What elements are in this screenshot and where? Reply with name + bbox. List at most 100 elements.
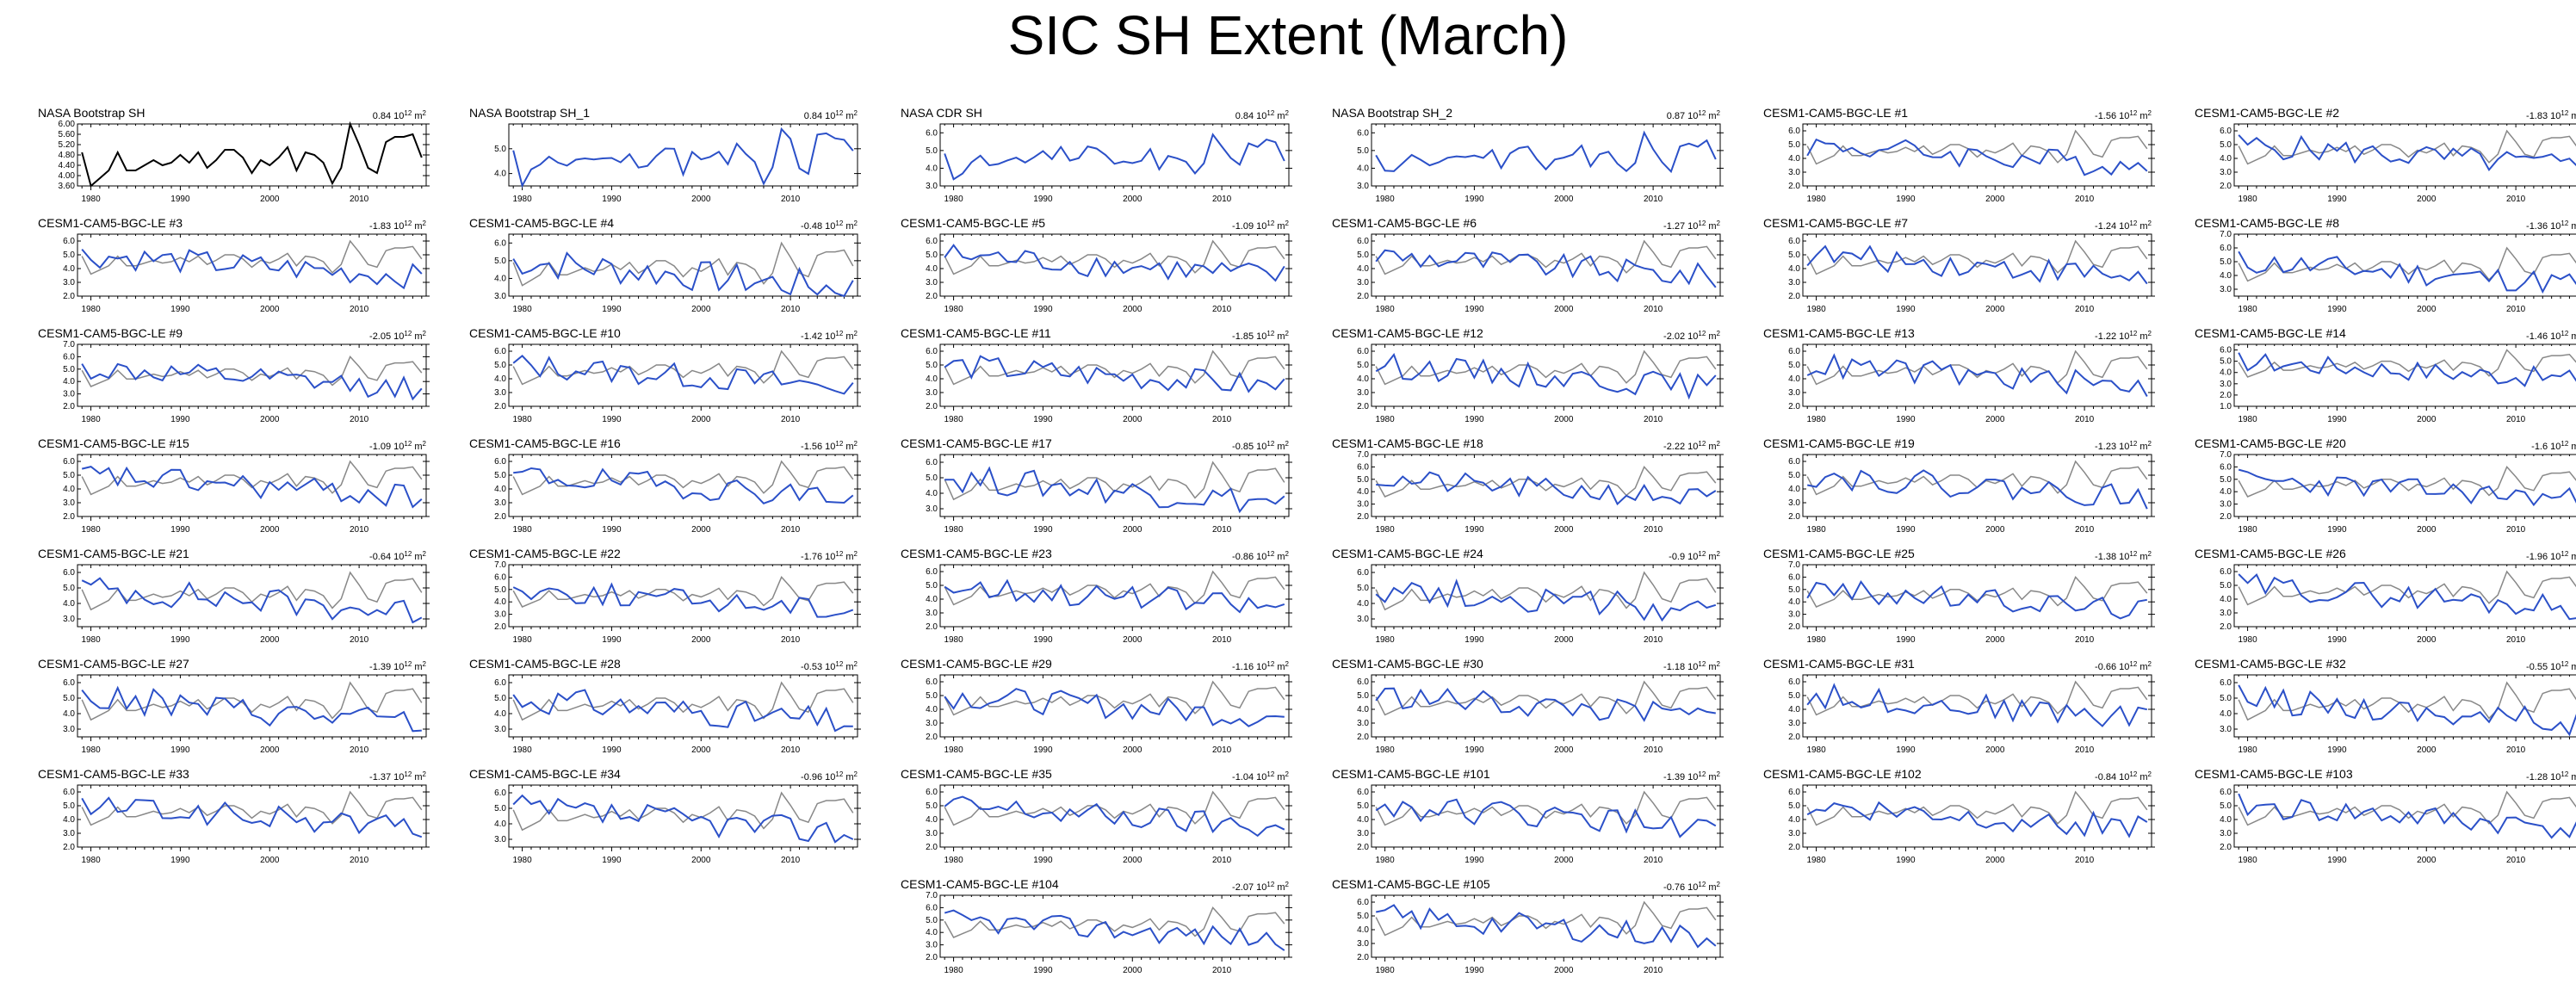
x-tick-label: 1980 bbox=[944, 525, 963, 535]
plot-frame bbox=[1371, 343, 1721, 407]
x-tick-label: 2010 bbox=[1212, 966, 1232, 975]
y-tick-label: 7.0 bbox=[2220, 450, 2232, 460]
y-tick-label: 4.0 bbox=[926, 815, 938, 825]
y-tick-label: 6.0 bbox=[63, 568, 75, 578]
plot-frame bbox=[939, 343, 1290, 407]
y-tick-label: 3.0 bbox=[926, 388, 938, 398]
panel-title: CESM1-CAM5-BGC-LE #23 bbox=[901, 547, 1052, 560]
y-tick-label: 4.0 bbox=[2220, 487, 2232, 497]
x-tick-label: 1980 bbox=[1375, 195, 1395, 204]
panel-title: CESM1-CAM5-BGC-LE #34 bbox=[469, 767, 621, 781]
panel-trend: -1.09 1012 m2 bbox=[1232, 220, 1290, 232]
series-model bbox=[1806, 683, 2148, 727]
panel-trend: -1.76 1012 m2 bbox=[801, 550, 858, 562]
chart-panel: CESM1-CAM5-BGC-LE #10 -1.42 1012 m2 6.0 5.0… bbox=[466, 322, 896, 432]
y-tick-label: 3.0 bbox=[63, 615, 75, 624]
x-tick-label: 2000 bbox=[2417, 415, 2437, 424]
panel-trend: -0.9 1012 m2 bbox=[1669, 550, 1720, 562]
x-tick-label: 1990 bbox=[2327, 635, 2347, 645]
panel-title: CESM1-CAM5-BGC-LE #19 bbox=[1763, 436, 1915, 450]
y-tick-label: 2.0 bbox=[1788, 622, 1800, 632]
chart-panel: CESM1-CAM5-BGC-LE #16 -1.56 1012 m2 6.0 5.0… bbox=[466, 432, 896, 542]
x-tick-label: 1980 bbox=[81, 525, 101, 535]
panel-svg: CESM1-CAM5-BGC-LE #23 -0.86 1012 m2 6.0 5.0… bbox=[901, 547, 1292, 645]
y-tick-label: 5.0 bbox=[1357, 146, 1369, 156]
plot-frame bbox=[77, 784, 427, 848]
x-tick-label: 1990 bbox=[1033, 745, 1053, 755]
series-reference bbox=[81, 460, 423, 496]
y-tick-label: 5.0 bbox=[63, 694, 75, 703]
y-tick-label: 4.0 bbox=[2220, 595, 2232, 604]
y-tick-label: 5.0 bbox=[926, 361, 938, 370]
chart-panel: CESM1-CAM5-BGC-LE #21 -0.64 1012 m2 6.0 5.0… bbox=[34, 542, 465, 653]
x-tick-label: 2000 bbox=[691, 635, 711, 645]
y-tick-label: 4.0 bbox=[926, 489, 938, 498]
x-tick-label: 2010 bbox=[350, 195, 369, 204]
series-reference bbox=[944, 349, 1285, 386]
y-tick-label: 5.0 bbox=[1357, 691, 1369, 701]
y-tick-label: 4.0 bbox=[1357, 705, 1369, 714]
panel-trend: 0.84 1012 m2 bbox=[804, 109, 858, 121]
plot-frame bbox=[77, 343, 427, 407]
y-tick-label: 1.0 bbox=[2220, 402, 2232, 411]
y-tick-label: 6.0 bbox=[494, 457, 506, 467]
panel-title: CESM1-CAM5-BGC-LE #28 bbox=[469, 657, 621, 671]
x-tick-label: 1980 bbox=[81, 415, 101, 424]
y-tick-label: 5.0 bbox=[1788, 251, 1800, 260]
x-tick-label: 2000 bbox=[2417, 525, 2437, 535]
series-reference bbox=[1806, 680, 2148, 716]
panel-title: CESM1-CAM5-BGC-LE #24 bbox=[1332, 547, 1483, 560]
y-tick-label: 5.0 bbox=[494, 361, 506, 370]
panel-title: CESM1-CAM5-BGC-LE #5 bbox=[901, 216, 1045, 230]
x-tick-label: 2000 bbox=[260, 635, 280, 645]
panel-title: CESM1-CAM5-BGC-LE #11 bbox=[901, 326, 1051, 340]
x-tick-label: 1990 bbox=[1896, 305, 1916, 314]
x-tick-label: 2000 bbox=[1985, 305, 2005, 314]
x-tick-label: 2010 bbox=[350, 525, 369, 535]
series-model bbox=[944, 355, 1285, 393]
x-tick-label: 1990 bbox=[1033, 856, 1053, 865]
y-tick-label: 4.0 bbox=[1357, 925, 1369, 935]
panel-svg: CESM1-CAM5-BGC-LE #27 -1.39 1012 m2 6.0 5.0… bbox=[38, 657, 430, 755]
x-tick-label: 2010 bbox=[781, 305, 801, 314]
panel-title: CESM1-CAM5-BGC-LE #9 bbox=[38, 326, 183, 340]
y-tick-label: 5.0 bbox=[1357, 912, 1369, 921]
y-tick-label: 4.0 bbox=[2220, 709, 2232, 719]
y-tick-label: 3.0 bbox=[926, 719, 938, 728]
panel-title: CESM1-CAM5-BGC-LE #2 bbox=[2195, 106, 2339, 120]
y-tick-label: 6.0 bbox=[494, 789, 506, 798]
y-tick-label: 3.0 bbox=[1788, 278, 1800, 288]
x-tick-label: 1990 bbox=[602, 525, 622, 535]
series-model bbox=[1375, 904, 1717, 949]
chart-panel: CESM1-CAM5-BGC-LE #7 -1.24 1012 m2 6.0 5.0 4… bbox=[1760, 212, 2190, 322]
y-tick-label: 5.0 bbox=[494, 585, 506, 595]
series-model bbox=[81, 685, 422, 733]
chart-panel: CESM1-CAM5-BGC-LE #101 -1.39 1012 m2 6.0 5.… bbox=[1328, 763, 1759, 873]
x-tick-label: 1990 bbox=[170, 305, 190, 314]
series-reference bbox=[1375, 680, 1717, 716]
y-tick-label: 4.0 bbox=[1788, 705, 1800, 714]
x-tick-label: 1990 bbox=[1464, 415, 1484, 424]
x-tick-label: 2000 bbox=[1123, 525, 1142, 535]
chart-panel: CESM1-CAM5-BGC-LE #8 -1.36 1012 m2 7.0 6.0 5… bbox=[2191, 212, 2576, 322]
panel-trend: 0.87 1012 m2 bbox=[1667, 109, 1721, 121]
y-tick-label: 5.60 bbox=[59, 130, 76, 139]
y-tick-label: 6.0 bbox=[63, 352, 75, 362]
y-tick-label: 3.0 bbox=[2220, 500, 2232, 510]
x-tick-label: 1990 bbox=[602, 856, 622, 865]
y-tick-label: 5.0 bbox=[926, 916, 938, 925]
chart-panel: CESM1-CAM5-BGC-LE #3 -1.83 1012 m2 6.0 5.0 4… bbox=[34, 212, 465, 322]
x-tick-label: 1980 bbox=[2238, 745, 2257, 755]
y-tick-label: 5.0 bbox=[926, 581, 938, 591]
plot-frame bbox=[2233, 123, 2576, 187]
x-tick-label: 2010 bbox=[2075, 415, 2095, 424]
chart-panel: CESM1-CAM5-BGC-LE #31 -0.66 1012 m2 6.0 5.0… bbox=[1760, 653, 2190, 763]
y-tick-label: 3.0 bbox=[1357, 615, 1369, 624]
panel-svg: CESM1-CAM5-BGC-LE #30 -1.18 1012 m2 6.0 5.0… bbox=[1332, 657, 1724, 755]
y-tick-label: 3.0 bbox=[1788, 168, 1800, 177]
x-tick-label: 1990 bbox=[1896, 635, 1916, 645]
y-tick-label: 5.0 bbox=[2220, 257, 2232, 267]
figure-title: SIC SH Extent (March) bbox=[1007, 4, 1569, 66]
x-tick-label: 2010 bbox=[2506, 195, 2526, 204]
panel-svg: CESM1-CAM5-BGC-LE #26 -1.96 1012 m2 6.0 5.0… bbox=[2195, 547, 2576, 645]
